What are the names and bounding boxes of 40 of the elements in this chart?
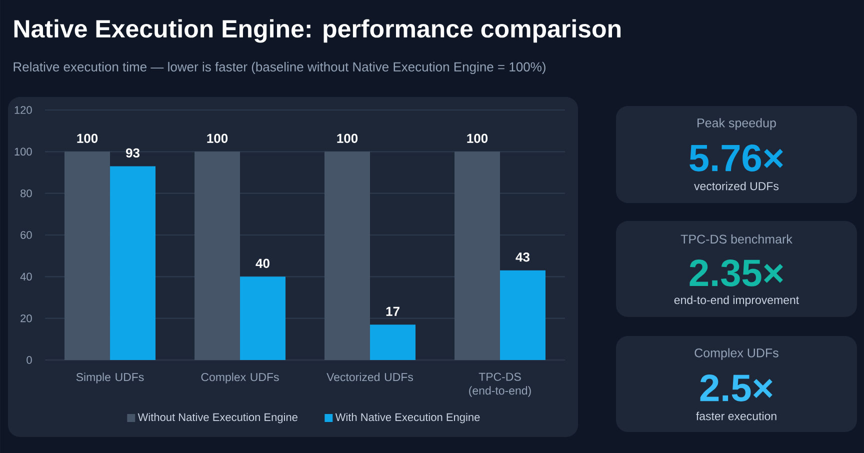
data-label: 17 xyxy=(386,306,400,316)
bar xyxy=(454,152,500,360)
chart-title: Native Execution Engine: performance comparison xyxy=(14,19,621,43)
text: vectorized UDFs xyxy=(694,182,779,190)
text: Peak speedup xyxy=(698,118,776,130)
text: 2.35× xyxy=(690,260,783,286)
x-tick-label: Simple UDFs xyxy=(76,372,144,384)
legend-label: With Native Execution Engine xyxy=(335,413,480,424)
y-tick-label: 20 xyxy=(20,314,32,322)
text: faster execution xyxy=(696,412,776,420)
bar xyxy=(64,152,110,360)
y-tick-label: 40 xyxy=(20,272,32,281)
bar xyxy=(194,152,240,360)
bar xyxy=(370,324,416,360)
text: Complex UDFs xyxy=(694,348,778,360)
x-tick-label: TPC-DS (end-to-end) xyxy=(469,372,531,397)
y-tick-label: 80 xyxy=(20,189,32,198)
legend-label: Without Native Execution Engine xyxy=(138,413,298,424)
chart-subtitle: Relative execution time — lower is faster (baseline without Native Execution Engine = 100%) xyxy=(14,62,546,74)
bar xyxy=(500,270,546,360)
data-label: 100 xyxy=(77,134,98,143)
text: TPC-DS benchmark xyxy=(680,234,792,244)
y-tick-label: 0 xyxy=(26,356,32,364)
bar xyxy=(110,166,156,360)
y-tick-label: 120 xyxy=(14,106,32,114)
data-label: 40 xyxy=(256,258,270,268)
bar xyxy=(240,276,286,360)
data-label: 100 xyxy=(337,134,358,143)
y-tick-label: 100 xyxy=(14,148,32,156)
data-label: 100 xyxy=(467,134,488,143)
x-tick-label: Complex UDFs xyxy=(201,372,279,384)
data-label: 43 xyxy=(516,252,530,262)
data-label: 100 xyxy=(207,134,228,143)
data-label: 93 xyxy=(126,148,140,158)
y-tick-label: 60 xyxy=(20,231,32,239)
text: end-to-end improvement xyxy=(674,296,799,306)
text: 5.76× xyxy=(690,144,783,172)
text: 2.5× xyxy=(700,374,772,402)
x-tick-label: Vectorized UDFs xyxy=(326,372,414,382)
bar xyxy=(324,152,370,360)
